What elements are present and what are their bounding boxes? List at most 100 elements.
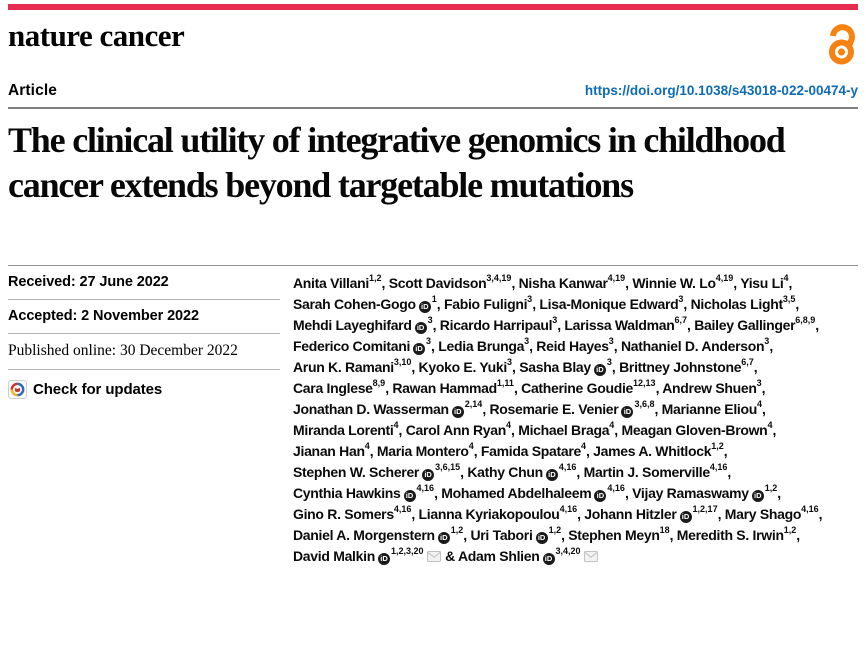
author-name: Scott Davidson bbox=[388, 275, 487, 292]
affiliation-superscript: 4,16 bbox=[801, 504, 819, 515]
affiliation-superscript: 4,16 bbox=[559, 504, 578, 515]
author: Ricardo Harripaul3 bbox=[439, 315, 558, 334]
affiliation-superscript: 3,6,15 bbox=[435, 462, 461, 473]
author: Vijay Ramaswamy iD1,2 bbox=[632, 484, 777, 503]
author: Stephen Meyn18 bbox=[568, 526, 669, 544]
author-name: Kyoko E. Yuki bbox=[418, 359, 508, 376]
author-name: Miranda Lorenti bbox=[293, 422, 394, 439]
affiliation-superscript: 3 bbox=[764, 336, 770, 347]
affiliation-superscript: 1,2 bbox=[548, 525, 562, 536]
author: Anita Villani1,2 bbox=[293, 274, 382, 291]
affiliation-superscript: 1,2 bbox=[711, 441, 724, 452]
check-for-updates-button[interactable]: Check for updates bbox=[8, 380, 280, 400]
author: Miranda Lorenti4 bbox=[293, 421, 399, 439]
affiliation-superscript: 4 bbox=[757, 399, 763, 410]
author-name: Ricardo Harripaul bbox=[439, 317, 553, 334]
orcid-icon[interactable]: iD bbox=[679, 511, 692, 524]
author: Catherine Goudie12,13 bbox=[521, 379, 655, 397]
orcid-icon[interactable]: iD bbox=[414, 322, 427, 335]
author: Yisu Li4 bbox=[740, 273, 789, 291]
orcid-icon[interactable]: iD bbox=[377, 553, 390, 566]
author: Martin J. Somerville4,16 bbox=[583, 463, 728, 481]
affiliation-superscript: 3 bbox=[552, 315, 558, 326]
orcid-icon[interactable]: iD bbox=[403, 490, 416, 503]
doi-link[interactable]: https://doi.org/10.1038/s43018-022-00474… bbox=[584, 83, 858, 99]
author-name: Winnie W. Lo bbox=[632, 275, 716, 292]
affiliation-superscript: 6,7 bbox=[741, 357, 754, 368]
open-access-icon bbox=[827, 20, 858, 66]
author-name: Marianne Eliou bbox=[661, 401, 758, 418]
orcid-icon[interactable]: iD bbox=[593, 364, 606, 377]
orcid-icon[interactable]: iD bbox=[545, 469, 558, 482]
author-name: Nathaniel D. Anderson bbox=[620, 338, 765, 355]
affiliation-superscript: 4 bbox=[783, 273, 789, 284]
author-name: Federico Comitani bbox=[293, 338, 411, 355]
author-name: Famida Spatare bbox=[480, 443, 581, 460]
author-name: Catherine Goudie bbox=[521, 380, 634, 397]
affiliation-superscript: 1,11 bbox=[496, 378, 514, 389]
author-name: Kathy Chun bbox=[467, 464, 543, 481]
author-name: Sarah Cohen-Gogo bbox=[293, 296, 416, 313]
orcid-icon[interactable]: iD bbox=[621, 406, 634, 419]
author: Carol Ann Ryan4 bbox=[406, 421, 511, 438]
author-name: Martin J. Somerville bbox=[583, 464, 711, 481]
orcid-icon[interactable]: iD bbox=[535, 532, 548, 545]
author: Fabio Fuligni3 bbox=[444, 294, 533, 312]
author-name: Meredith S. Irwin bbox=[676, 527, 784, 544]
author-name: Reid Hayes bbox=[536, 338, 609, 355]
orcid-icon[interactable]: iD bbox=[751, 490, 764, 503]
orcid-icon[interactable]: iD bbox=[437, 532, 450, 545]
orcid-icon[interactable]: iD bbox=[418, 301, 431, 314]
email-icon[interactable] bbox=[426, 547, 441, 568]
affiliation-superscript: 1 bbox=[431, 294, 437, 305]
author: Arun K. Ramani3,10 bbox=[293, 358, 411, 375]
affiliation-superscript: 4 bbox=[609, 420, 615, 431]
orcid-icon[interactable]: iD bbox=[413, 343, 426, 356]
history-column: Received: 27 June 2022 Accepted: 2 Novem… bbox=[8, 266, 280, 568]
affiliation-superscript: 4 bbox=[468, 441, 474, 452]
affiliation-superscript: 3 bbox=[608, 336, 614, 347]
check-for-updates-label: Check for updates bbox=[33, 381, 163, 399]
affiliation-superscript: 6,7 bbox=[674, 315, 688, 326]
author: Rawan Hammad1,11 bbox=[392, 378, 514, 396]
author: Meredith S. Irwin1,2 bbox=[676, 525, 797, 544]
affiliation-superscript: 4 bbox=[580, 441, 586, 452]
published-date: Published online: 30 December 2022 bbox=[8, 334, 280, 371]
author: Adam Shlien iD3,4,20 bbox=[458, 547, 599, 566]
affiliation-superscript: 3 bbox=[527, 294, 533, 305]
author: Lisa-Monique Edward3 bbox=[539, 295, 683, 312]
author: Michael Braga4 bbox=[518, 420, 615, 439]
author-name: Maria Montero bbox=[376, 443, 469, 460]
author-name: Nicholas Light bbox=[690, 296, 784, 313]
author-name: Sasha Blay bbox=[519, 359, 591, 376]
orcid-icon[interactable]: iD bbox=[594, 490, 607, 503]
email-icon[interactable] bbox=[583, 547, 598, 568]
affiliation-superscript: 4,16 bbox=[416, 483, 435, 494]
author: Federico Comitani iD3 bbox=[293, 337, 431, 356]
orcid-icon[interactable]: iD bbox=[451, 406, 464, 419]
author-name: Stephen Meyn bbox=[568, 527, 660, 544]
author-name: Michael Braga bbox=[518, 422, 610, 439]
author: Sasha Blay iD3 bbox=[519, 358, 612, 377]
affiliation-superscript: 6,8,9 bbox=[795, 315, 816, 326]
author: Winnie W. Lo4,19 bbox=[632, 274, 733, 292]
affiliation-superscript: 4,16 bbox=[393, 504, 412, 515]
affiliation-superscript: 3,6,8 bbox=[634, 399, 655, 410]
affiliation-superscript: 3 bbox=[756, 378, 762, 389]
affiliation-superscript: 2,14 bbox=[464, 399, 483, 410]
affiliation-superscript: 4,16 bbox=[607, 483, 625, 494]
affiliation-superscript: 3,4,19 bbox=[486, 273, 512, 284]
author-name: Daniel A. Morgenstern bbox=[293, 527, 435, 544]
orcid-icon[interactable]: iD bbox=[422, 469, 435, 482]
article-page: nature cancer Article https://doi.org/10… bbox=[0, 4, 866, 568]
author: Brittney Johnstone6,7 bbox=[619, 357, 754, 375]
affiliation-superscript: 4 bbox=[364, 441, 370, 452]
author: Meagan Gloven-Brown4 bbox=[621, 421, 772, 439]
author: Scott Davidson3,4,19 bbox=[388, 273, 512, 292]
author: David Malkin iD1,2,3,20 bbox=[293, 547, 442, 566]
author: Mohamed Abdelhaleem iD4,16 bbox=[441, 483, 625, 503]
author: Andrew Shuen3 bbox=[662, 378, 762, 396]
author-name: Meagan Gloven-Brown bbox=[621, 422, 768, 439]
orcid-icon[interactable]: iD bbox=[542, 553, 555, 566]
affiliation-superscript: 1,2 bbox=[783, 525, 797, 536]
